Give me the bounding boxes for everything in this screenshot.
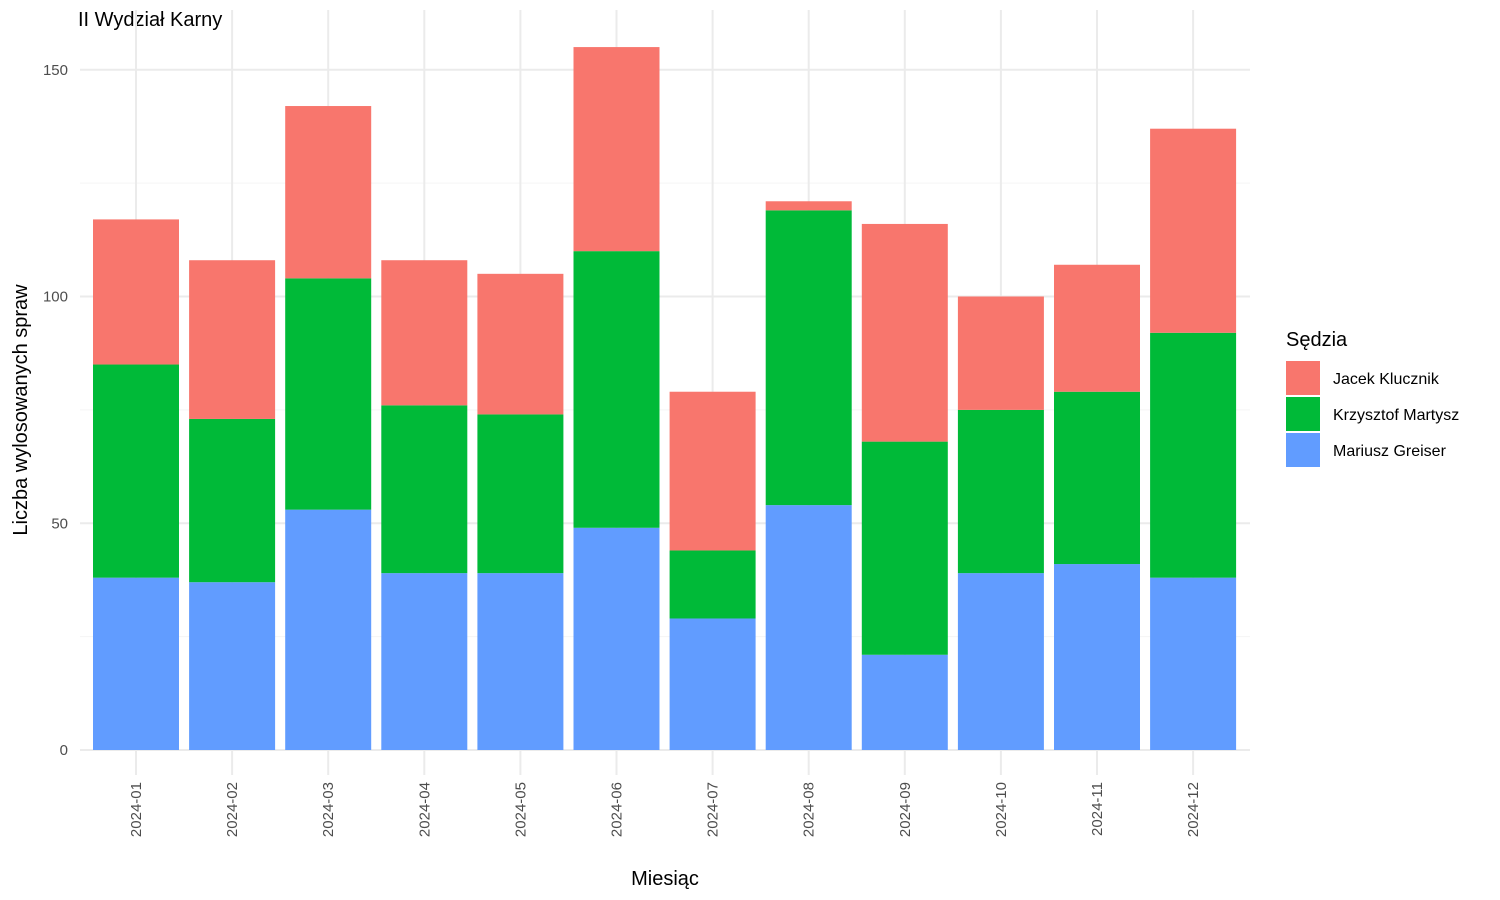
bar-segment: [957, 573, 1044, 750]
x-tick-label: 2024-08: [801, 782, 818, 837]
bar-segment: [381, 573, 468, 750]
y-tick-label: 150: [43, 62, 68, 79]
x-tick-label: 2024-10: [993, 782, 1010, 837]
chart-title: II Wydział Karny: [78, 9, 222, 31]
bar-segment: [285, 278, 372, 510]
bar-segment: [765, 210, 852, 506]
x-tick-label: 2024-09: [897, 782, 914, 837]
bar-segment: [477, 414, 564, 574]
bar-segment: [573, 251, 660, 528]
legend-key: [1286, 433, 1320, 467]
y-tick-label: 0: [60, 742, 68, 759]
y-tick-label: 50: [51, 515, 68, 532]
bars: [93, 47, 1237, 750]
legend: Sędzia Jacek Klucznik Krzysztof Martysz Ma…: [1286, 329, 1459, 467]
bar-segment: [1054, 264, 1140, 392]
bar-segment: [1150, 332, 1237, 578]
bar-segment: [93, 364, 179, 578]
y-tick-label: 100: [43, 289, 68, 306]
bar-segment: [285, 509, 372, 750]
x-axis-title: Miesiąc: [631, 868, 699, 890]
legend-label: Jacek Klucznik: [1333, 371, 1440, 388]
x-tick-label: 2024-05: [512, 782, 529, 837]
bar-segment: [189, 260, 276, 419]
bar-segment: [669, 618, 756, 750]
bar-segment: [669, 391, 756, 551]
bar-segment: [1054, 564, 1140, 750]
legend-title: Sędzia: [1286, 329, 1348, 351]
bar-segment: [861, 223, 948, 442]
x-tick-label: 2024-12: [1185, 782, 1202, 837]
legend-key: [1286, 361, 1320, 395]
bar-segment: [573, 47, 660, 252]
bar-segment: [765, 201, 852, 211]
x-tick-label: 2024-04: [416, 782, 433, 837]
bar-segment: [93, 577, 179, 750]
legend-label: Krzysztof Martysz: [1333, 407, 1459, 424]
x-axis-ticks: 2024-01 2024-02 2024-03 2024-04 2024-05 2024-…: [128, 782, 1202, 837]
bar-segment: [381, 260, 468, 406]
bar-segment: [669, 550, 756, 619]
bar-segment: [93, 219, 179, 365]
bar-segment: [285, 106, 372, 279]
bar-segment: [381, 405, 468, 574]
y-axis-ticks: 0 50 100 150: [43, 62, 68, 759]
bar-segment: [861, 654, 948, 750]
bar-segment: [1150, 577, 1237, 750]
x-tick-label: 2024-11: [1089, 782, 1106, 836]
x-tick-label: 2024-06: [609, 782, 626, 837]
bar-segment: [573, 527, 660, 750]
bar-segment: [189, 582, 276, 750]
bar-segment: [765, 505, 852, 750]
bar-segment: [477, 573, 564, 750]
bar-segment: [477, 273, 564, 415]
legend-key: [1286, 397, 1320, 431]
x-tick-label: 2024-01: [128, 782, 145, 837]
bar-segment: [1150, 128, 1237, 333]
x-tick-label: 2024-07: [705, 782, 722, 837]
bar-segment: [1054, 391, 1140, 565]
bar-segment: [861, 441, 948, 655]
y-axis-title: Liczba wylosowanych spraw: [10, 284, 32, 536]
bar-segment: [957, 409, 1044, 574]
x-tick-label: 2024-03: [320, 782, 337, 837]
bar-segment: [189, 418, 276, 583]
bar-segment: [957, 296, 1044, 410]
x-tick-label: 2024-02: [224, 782, 241, 837]
legend-label: Mariusz Greiser: [1333, 443, 1447, 460]
